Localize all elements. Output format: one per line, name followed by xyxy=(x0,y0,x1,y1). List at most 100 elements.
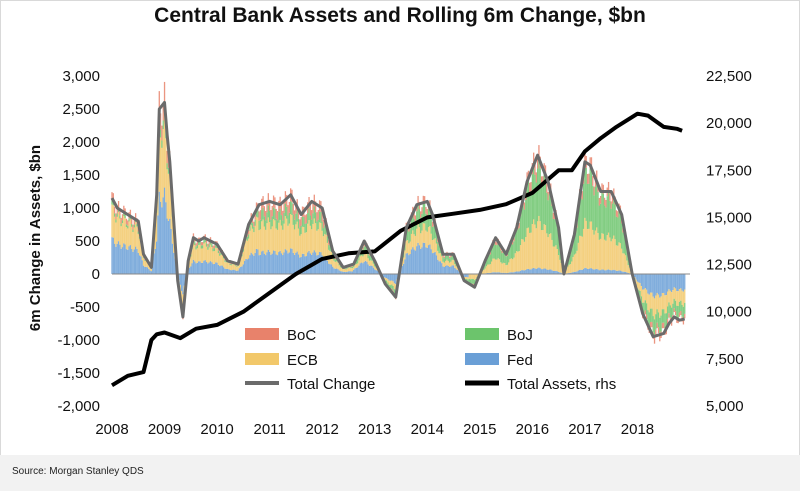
contribution-bar xyxy=(594,230,597,270)
contribution-bar xyxy=(289,214,292,249)
contribution-bar xyxy=(614,204,616,240)
total-change-line xyxy=(110,100,686,339)
contribution-bar xyxy=(447,265,449,274)
contribution-bar xyxy=(156,212,158,242)
contribution-bar xyxy=(613,196,615,236)
contribution-bar xyxy=(438,261,440,274)
contribution-bar xyxy=(402,257,405,264)
contribution-bar xyxy=(215,262,217,274)
contribution-bar xyxy=(680,288,682,301)
contribution-bar xyxy=(660,274,662,297)
contribution-bar xyxy=(283,252,285,274)
contribution-bar xyxy=(237,270,239,274)
contribution-bar xyxy=(626,272,628,274)
contribution-bar xyxy=(663,322,665,329)
contribution-bar xyxy=(466,278,468,281)
left-tick-label: 500 xyxy=(75,233,100,250)
contribution-bar xyxy=(525,237,527,270)
contribution-bar xyxy=(229,270,231,274)
contribution-bar xyxy=(656,309,658,323)
contribution-bar xyxy=(414,235,417,251)
contribution-bar xyxy=(624,271,627,274)
contribution-bar xyxy=(204,260,206,274)
contribution-bar xyxy=(219,251,221,254)
contribution-bar xyxy=(233,264,235,270)
contribution-bar xyxy=(546,269,548,274)
contribution-bar xyxy=(510,272,513,274)
contribution-bar xyxy=(590,268,593,274)
contribution-bar xyxy=(515,251,518,272)
contribution-bar xyxy=(128,221,130,247)
contribution-bars xyxy=(111,81,686,344)
contribution-bar xyxy=(289,201,292,215)
contribution-bar xyxy=(547,200,549,238)
contribution-bar xyxy=(420,217,422,234)
contribution-bar xyxy=(601,233,603,270)
contribution-bar xyxy=(497,242,499,259)
contribution-bar xyxy=(568,255,570,265)
contribution-bar xyxy=(371,260,373,266)
contribution-bar xyxy=(576,250,578,272)
contribution-bar xyxy=(626,260,628,273)
contribution-bar xyxy=(678,274,681,289)
contribution-bar xyxy=(510,258,513,273)
contribution-bar xyxy=(253,226,255,233)
contribution-bar xyxy=(203,243,205,261)
contribution-bar xyxy=(351,266,354,269)
contribution-bar xyxy=(414,250,417,274)
contribution-bar xyxy=(590,221,593,269)
contribution-bar xyxy=(600,270,602,274)
contribution-bar xyxy=(544,268,547,274)
contribution-bar xyxy=(304,256,306,274)
contribution-bar xyxy=(624,255,627,272)
contribution-bar xyxy=(605,270,607,274)
contribution-bar xyxy=(372,259,375,264)
contribution-bar xyxy=(607,232,610,270)
contribution-bar xyxy=(314,212,317,224)
contribution-bar xyxy=(375,267,377,271)
contribution-bar xyxy=(163,81,166,102)
contribution-bar xyxy=(441,256,443,264)
contribution-bar xyxy=(454,260,456,265)
contribution-bar xyxy=(392,274,394,282)
contribution-bar xyxy=(651,308,653,322)
contribution-bar xyxy=(611,195,614,204)
contribution-bar xyxy=(196,248,199,263)
contribution-bar xyxy=(195,249,197,264)
contribution-bar xyxy=(433,252,435,274)
contribution-bar xyxy=(267,217,269,250)
contribution-bar xyxy=(645,314,648,320)
contribution-bar xyxy=(669,305,671,318)
contribution-bar xyxy=(523,270,526,274)
contribution-bar xyxy=(356,259,359,264)
contribution-bar xyxy=(581,191,583,200)
contribution-bar xyxy=(368,265,371,274)
contribution-bar xyxy=(442,255,444,258)
contribution-bar xyxy=(115,213,117,220)
contribution-bar xyxy=(653,319,656,337)
contribution-bar xyxy=(312,202,314,214)
contribution-bar xyxy=(180,274,183,291)
contribution-bar xyxy=(547,192,549,201)
contribution-bar xyxy=(257,217,259,250)
contribution-bar xyxy=(316,255,318,274)
contribution-bar xyxy=(162,103,164,121)
contribution-bar xyxy=(496,241,498,246)
contribution-bar xyxy=(598,270,601,274)
contribution-bar xyxy=(195,243,197,247)
contribution-bar xyxy=(229,263,231,265)
contribution-bar xyxy=(211,246,213,263)
contribution-bar xyxy=(125,218,128,225)
contribution-bar xyxy=(517,271,519,274)
contribution-bar xyxy=(391,280,393,285)
contribution-bar xyxy=(571,272,573,274)
contribution-bar xyxy=(326,242,329,261)
contribution-bar xyxy=(538,145,540,158)
contribution-bar xyxy=(137,252,139,274)
contribution-bar xyxy=(550,192,552,234)
contribution-bar xyxy=(333,260,335,269)
contribution-bar xyxy=(448,266,451,274)
contribution-bar xyxy=(433,239,435,253)
source-note: Source: Morgan Stanley QDS xyxy=(12,466,144,477)
contribution-bar xyxy=(246,240,248,260)
